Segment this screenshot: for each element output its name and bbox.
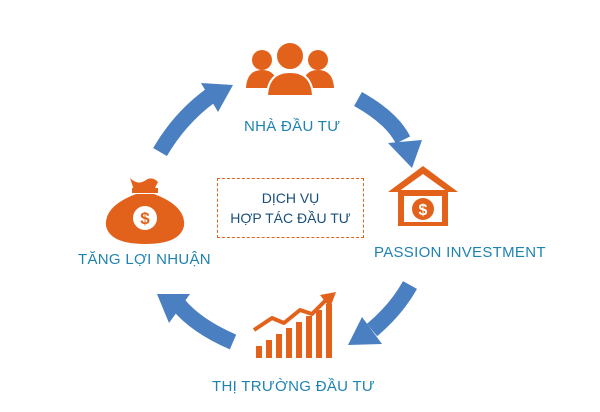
- svg-text:$: $: [140, 209, 150, 228]
- market-label: THỊ TRƯỜNG ĐẦU TƯ: [212, 378, 376, 395]
- cycle-arrow-top-left: [153, 83, 233, 157]
- profit-label: TĂNG LỢI NHUẬN: [78, 251, 211, 268]
- cycle-arrow-bottom-left: [157, 294, 237, 350]
- house-dollar-icon: $: [388, 166, 458, 226]
- investors-label: NHÀ ĐẦU TƯ: [244, 118, 341, 135]
- cycle-arrow-top-right: [354, 92, 422, 168]
- center-service-box: DỊCH VỤ HỢP TÁC ĐẦU TƯ: [217, 178, 364, 238]
- center-title-line2: HỢP TÁC ĐẦU TƯ: [230, 210, 351, 226]
- investors-group-icon: [246, 41, 334, 97]
- svg-text:$: $: [419, 202, 428, 219]
- growth-chart-icon: [252, 292, 336, 358]
- passion-investment-label: PASSION INVESTMENT: [374, 244, 546, 261]
- center-title-line1: DỊCH VỤ: [261, 190, 320, 206]
- money-bag-icon: $: [105, 178, 185, 244]
- cycle-arrow-bottom-right: [348, 280, 417, 345]
